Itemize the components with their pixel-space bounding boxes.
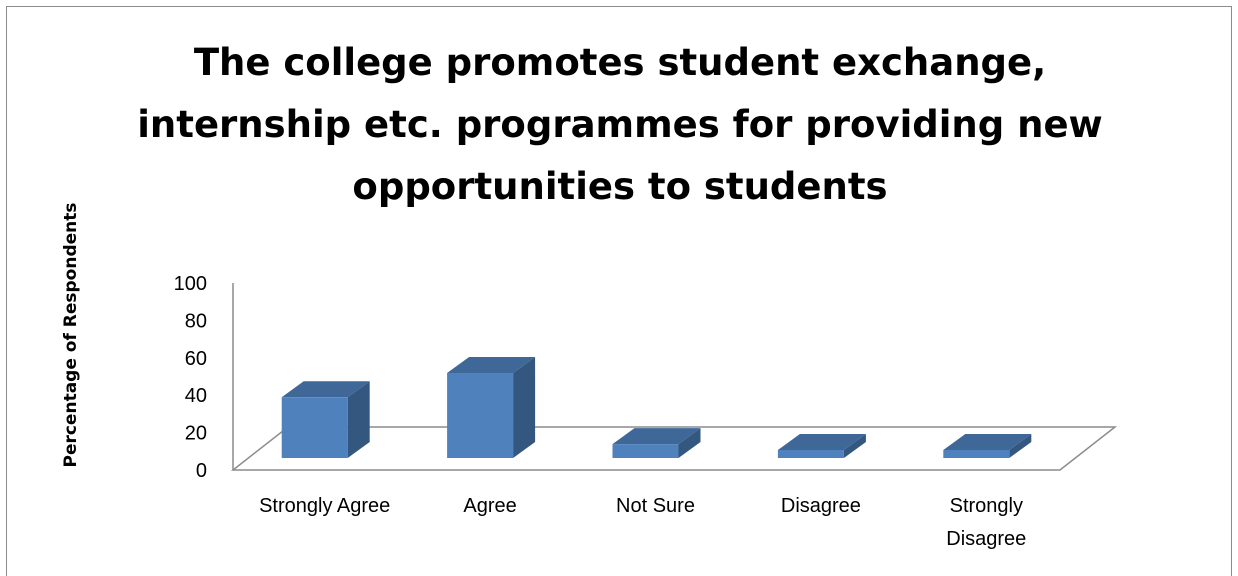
bar-front bbox=[612, 444, 679, 458]
chart-title: The college promotes student exchange, i… bbox=[120, 32, 1120, 218]
bar-front bbox=[943, 450, 1010, 458]
bar-side bbox=[843, 434, 866, 458]
bar-side bbox=[513, 357, 536, 458]
bar bbox=[281, 381, 370, 458]
y-tick-label: 80 bbox=[185, 310, 207, 332]
x-category-label: Strongly Agree bbox=[259, 495, 390, 517]
bar bbox=[943, 434, 1032, 458]
x-category-label: Strongly bbox=[950, 495, 1023, 517]
y-tick-label: 60 bbox=[185, 348, 207, 370]
bar bbox=[777, 434, 866, 458]
chart-title-line-2: internship etc. programmes for providing… bbox=[137, 103, 1103, 146]
chart-frame bbox=[6, 6, 1232, 576]
x-category-label: Disagree bbox=[946, 528, 1026, 550]
bar-top bbox=[777, 434, 866, 450]
bar bbox=[612, 428, 701, 458]
y-tick-label: 0 bbox=[196, 460, 207, 482]
y-tick-label: 20 bbox=[185, 423, 207, 445]
chart-title-line-3: opportunities to students bbox=[352, 165, 888, 208]
x-category-label: Disagree bbox=[781, 495, 861, 517]
bar-front bbox=[281, 397, 348, 458]
bar-top bbox=[943, 434, 1032, 450]
x-category-label: Agree bbox=[463, 495, 516, 517]
y-tick-label: 100 bbox=[174, 273, 207, 295]
chart-title-line-1: The college promotes student exchange, bbox=[193, 41, 1047, 84]
bar bbox=[447, 357, 536, 458]
y-tick-label: 40 bbox=[185, 385, 207, 407]
bar-top bbox=[612, 428, 701, 445]
bar-side bbox=[347, 381, 370, 458]
bar-side bbox=[678, 428, 701, 458]
bar-top bbox=[447, 357, 536, 374]
bar-front bbox=[777, 450, 844, 458]
bar-side bbox=[1009, 434, 1032, 458]
bar-front bbox=[447, 373, 514, 458]
x-category-label: Not Sure bbox=[616, 495, 695, 517]
bar-top bbox=[281, 381, 370, 398]
